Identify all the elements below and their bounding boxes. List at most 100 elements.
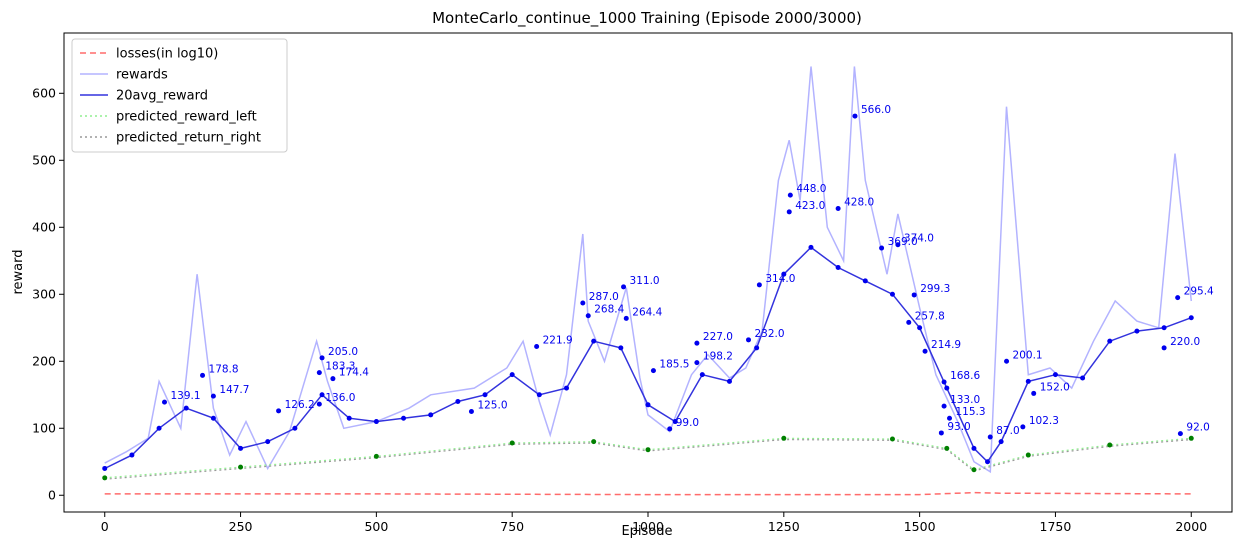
x-tick-label: 500 [364, 519, 388, 534]
x-tick-label: 250 [229, 519, 253, 534]
peak-label: 295.4 [1184, 286, 1214, 298]
chart-title: MonteCarlo_continue_1000 Training (Episo… [432, 9, 862, 28]
legend-label: rewards [116, 68, 168, 83]
legend-label: 20avg_reward [116, 89, 208, 104]
x-tick-label: 2000 [1175, 519, 1207, 534]
peak-marker [534, 344, 540, 350]
peak-marker [319, 355, 325, 361]
legend-label: predicted_return_right [116, 131, 261, 146]
x-axis-label: Episode [621, 524, 672, 539]
y-tick-label: 600 [32, 85, 56, 100]
peak-marker [694, 360, 700, 366]
x-tick-label: 1000 [632, 519, 664, 534]
peak-marker [906, 319, 912, 325]
predicted-marker [944, 445, 950, 451]
legend: losses(in log10) rewards 20avg_rewardpredi… [71, 38, 288, 153]
avg-marker [835, 264, 841, 270]
peak-marker [694, 340, 700, 346]
peak-label: 268.4 [594, 304, 624, 316]
peak-marker [1175, 295, 1181, 301]
avg-marker [944, 385, 950, 391]
avg-marker [889, 291, 895, 297]
peak-marker [922, 348, 928, 354]
peak-label: 200.1 [1013, 349, 1043, 361]
legend-box [71, 38, 288, 153]
peak-label: 448.0 [796, 183, 826, 195]
peak-marker [330, 376, 336, 382]
series-line-3 [104, 246, 1192, 470]
avg-marker [292, 425, 298, 431]
predicted-marker [781, 435, 787, 441]
avg-marker [156, 425, 162, 431]
x-tick-label: 1500 [904, 519, 936, 534]
avg-marker [1134, 328, 1140, 334]
peak-label: 174.4 [339, 367, 369, 379]
avg-marker [102, 465, 108, 471]
avg-marker [917, 325, 923, 331]
peak-label: 287.0 [589, 291, 619, 303]
y-tick-label: 400 [32, 219, 56, 234]
peak-label: 221.9 [543, 335, 573, 347]
avg-marker [482, 392, 488, 398]
avg-marker [971, 445, 977, 451]
peak-label: 87.0 [996, 425, 1019, 437]
peak-label: 299.3 [920, 283, 950, 295]
avg-marker [1161, 325, 1167, 331]
y-axis-label: reward [11, 249, 26, 294]
peak-marker [987, 434, 993, 440]
peak-label: 198.2 [703, 351, 733, 363]
avg-marker [455, 398, 461, 404]
y-tick-label: 0 [48, 487, 56, 502]
peak-marker [200, 372, 206, 378]
peak-label: 214.9 [931, 339, 961, 351]
peak-label: 102.3 [1029, 415, 1059, 427]
peak-marker [941, 403, 947, 409]
peak-marker [210, 393, 216, 399]
avg-marker [183, 405, 189, 411]
predicted-marker [1107, 442, 1113, 448]
peak-marker [621, 284, 627, 290]
avg-marker [346, 415, 352, 421]
avg-marker [428, 412, 434, 418]
peak-marker [276, 408, 282, 414]
peak-label: 185.5 [659, 359, 689, 371]
y-tick-label: 100 [32, 420, 56, 435]
peak-marker [1177, 431, 1183, 437]
avg-marker [645, 402, 651, 408]
avg-marker [985, 459, 991, 465]
peak-label: 133.0 [950, 394, 980, 406]
avg-marker [862, 278, 868, 284]
x-tick-label: 1250 [768, 519, 800, 534]
peak-label: 220.0 [1170, 336, 1200, 348]
peak-marker [879, 245, 885, 251]
peak-label: 115.3 [956, 406, 986, 418]
peak-marker [941, 379, 947, 385]
peak-marker [1031, 390, 1037, 396]
avg-marker [401, 415, 407, 421]
peak-label: 126.2 [285, 399, 315, 411]
peak-label: 374.0 [904, 233, 934, 245]
peak-label: 257.8 [915, 310, 945, 322]
predicted-marker [238, 464, 244, 470]
peak-label: 428.0 [844, 197, 874, 209]
predicted-marker [645, 447, 651, 453]
avg-marker [618, 345, 624, 351]
peak-label: 566.0 [861, 104, 891, 116]
predicted-marker [509, 440, 515, 446]
peak-marker [316, 401, 322, 407]
peak-marker [787, 192, 793, 198]
series-line-2 [104, 66, 1193, 474]
avg-marker [808, 244, 814, 250]
predicted-marker [102, 475, 108, 481]
avg-marker [699, 372, 705, 378]
predicted-marker [1188, 435, 1194, 441]
avg-marker [373, 419, 379, 425]
predicted-marker [591, 439, 597, 445]
peak-label: 369.0 [888, 236, 918, 248]
peak-label: 92.0 [1186, 422, 1209, 434]
peak-label: 136.0 [325, 392, 355, 404]
avg-marker [1052, 372, 1058, 378]
peak-marker [938, 430, 944, 436]
avg-marker [129, 452, 135, 458]
avg-marker [672, 419, 678, 425]
